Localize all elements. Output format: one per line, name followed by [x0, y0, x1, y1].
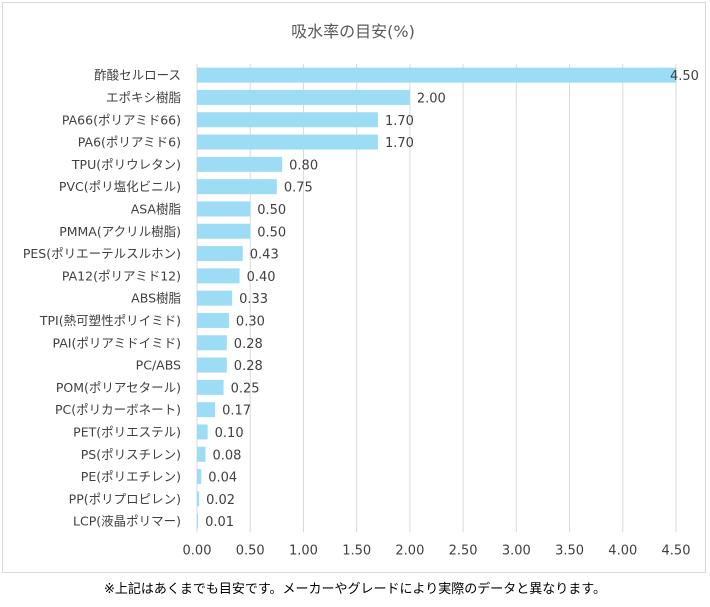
- category-label: 酢酸セルロース: [94, 68, 181, 83]
- category-label: TPU(ポリウレタン): [71, 157, 181, 172]
- data-label: 0.01: [205, 515, 234, 530]
- category-label: TPI(熱可塑性ポリイミド): [39, 313, 181, 328]
- x-tick-label: 3.50: [555, 543, 584, 558]
- x-tick-label: 2.00: [395, 543, 424, 558]
- bar: [197, 357, 227, 373]
- bar: [197, 312, 229, 328]
- x-tick-label: 1.00: [289, 543, 318, 558]
- category-label: LCP(液晶ポリマー): [73, 514, 181, 529]
- category-label: PET(ポリエステル): [73, 424, 181, 439]
- x-tick-label: 4.50: [662, 543, 691, 558]
- category-label: ASA樹脂: [131, 201, 181, 216]
- data-label: 0.40: [247, 270, 276, 285]
- bar: [197, 179, 277, 195]
- chart-title: 吸水率の目安(%): [291, 22, 415, 41]
- category-label: PS(ポリスチレン): [81, 447, 181, 462]
- bar: [197, 67, 676, 83]
- x-tick-label: 3.00: [502, 543, 531, 558]
- bar: [197, 89, 410, 105]
- bar: [197, 491, 200, 507]
- bar: [197, 424, 208, 440]
- bar: [197, 446, 206, 462]
- x-tick-label: 0.00: [183, 543, 212, 558]
- data-label: 0.02: [206, 493, 235, 508]
- data-label: 0.08: [213, 448, 242, 463]
- bar: [197, 112, 378, 128]
- data-label: 0.75: [284, 181, 313, 196]
- category-label: PMMA(アクリル樹脂): [59, 224, 181, 239]
- bar: [197, 290, 233, 306]
- category-label: エポキシ樹脂: [106, 90, 181, 105]
- bar: [197, 469, 202, 485]
- data-label: 2.00: [417, 91, 446, 106]
- data-label: 0.33: [239, 292, 268, 307]
- category-label: PC/ABS: [136, 358, 181, 373]
- data-label: 0.17: [222, 404, 251, 419]
- category-label: PES(ポリエーテルスルホン): [23, 246, 181, 261]
- bar: [197, 335, 227, 351]
- bar: [197, 246, 243, 262]
- footnote: ※上記はあくまでも目安です。メーカーやグレードにより実際のデータと異なります。: [103, 582, 607, 597]
- category-label: PAI(ポリアミドイミド): [53, 335, 181, 350]
- data-label: 0.43: [250, 248, 279, 263]
- data-label: 1.70: [385, 114, 414, 129]
- bar: [197, 513, 199, 529]
- x-tick-label: 4.00: [608, 543, 637, 558]
- data-label: 4.50: [670, 69, 699, 84]
- x-tick-label: 1.50: [342, 543, 371, 558]
- category-label: POM(ポリアセタール): [56, 380, 181, 395]
- data-label: 1.70: [385, 136, 414, 151]
- category-label: PE(ポリエチレン): [81, 469, 181, 484]
- bar: [197, 134, 378, 150]
- data-label: 0.50: [257, 225, 286, 240]
- category-label: PA6(ポリアミド6): [78, 135, 181, 150]
- data-label: 0.25: [231, 381, 260, 396]
- category-label: ABS樹脂: [131, 291, 181, 306]
- bar: [197, 268, 240, 284]
- category-label: PVC(ポリ塩化ビニル): [59, 179, 181, 194]
- data-label: 0.28: [234, 337, 263, 352]
- bar: [197, 156, 283, 172]
- bar: [197, 223, 251, 239]
- bar-chart: 酢酸セルロース 4.50 エポキシ樹脂 2.00 PA66(ポリアミド66) 1.70 PA…: [23, 64, 699, 558]
- bar: [197, 201, 251, 217]
- category-label: PA12(ポリアミド12): [62, 268, 181, 283]
- bar: [197, 402, 216, 418]
- bar: [197, 379, 224, 395]
- category-label: PP(ポリプロピレン): [69, 491, 181, 506]
- data-label: 0.30: [236, 314, 265, 329]
- data-label: 0.50: [257, 203, 286, 218]
- data-label: 0.80: [289, 158, 318, 173]
- category-label: PA66(ポリアミド66): [62, 112, 181, 127]
- data-label: 0.10: [215, 426, 244, 441]
- x-tick-label: 2.50: [449, 543, 478, 558]
- x-tick-label: 0.50: [236, 543, 265, 558]
- data-label: 0.28: [234, 359, 263, 374]
- category-label: PC(ポリカーボネート): [55, 402, 181, 417]
- data-label: 0.04: [208, 471, 237, 486]
